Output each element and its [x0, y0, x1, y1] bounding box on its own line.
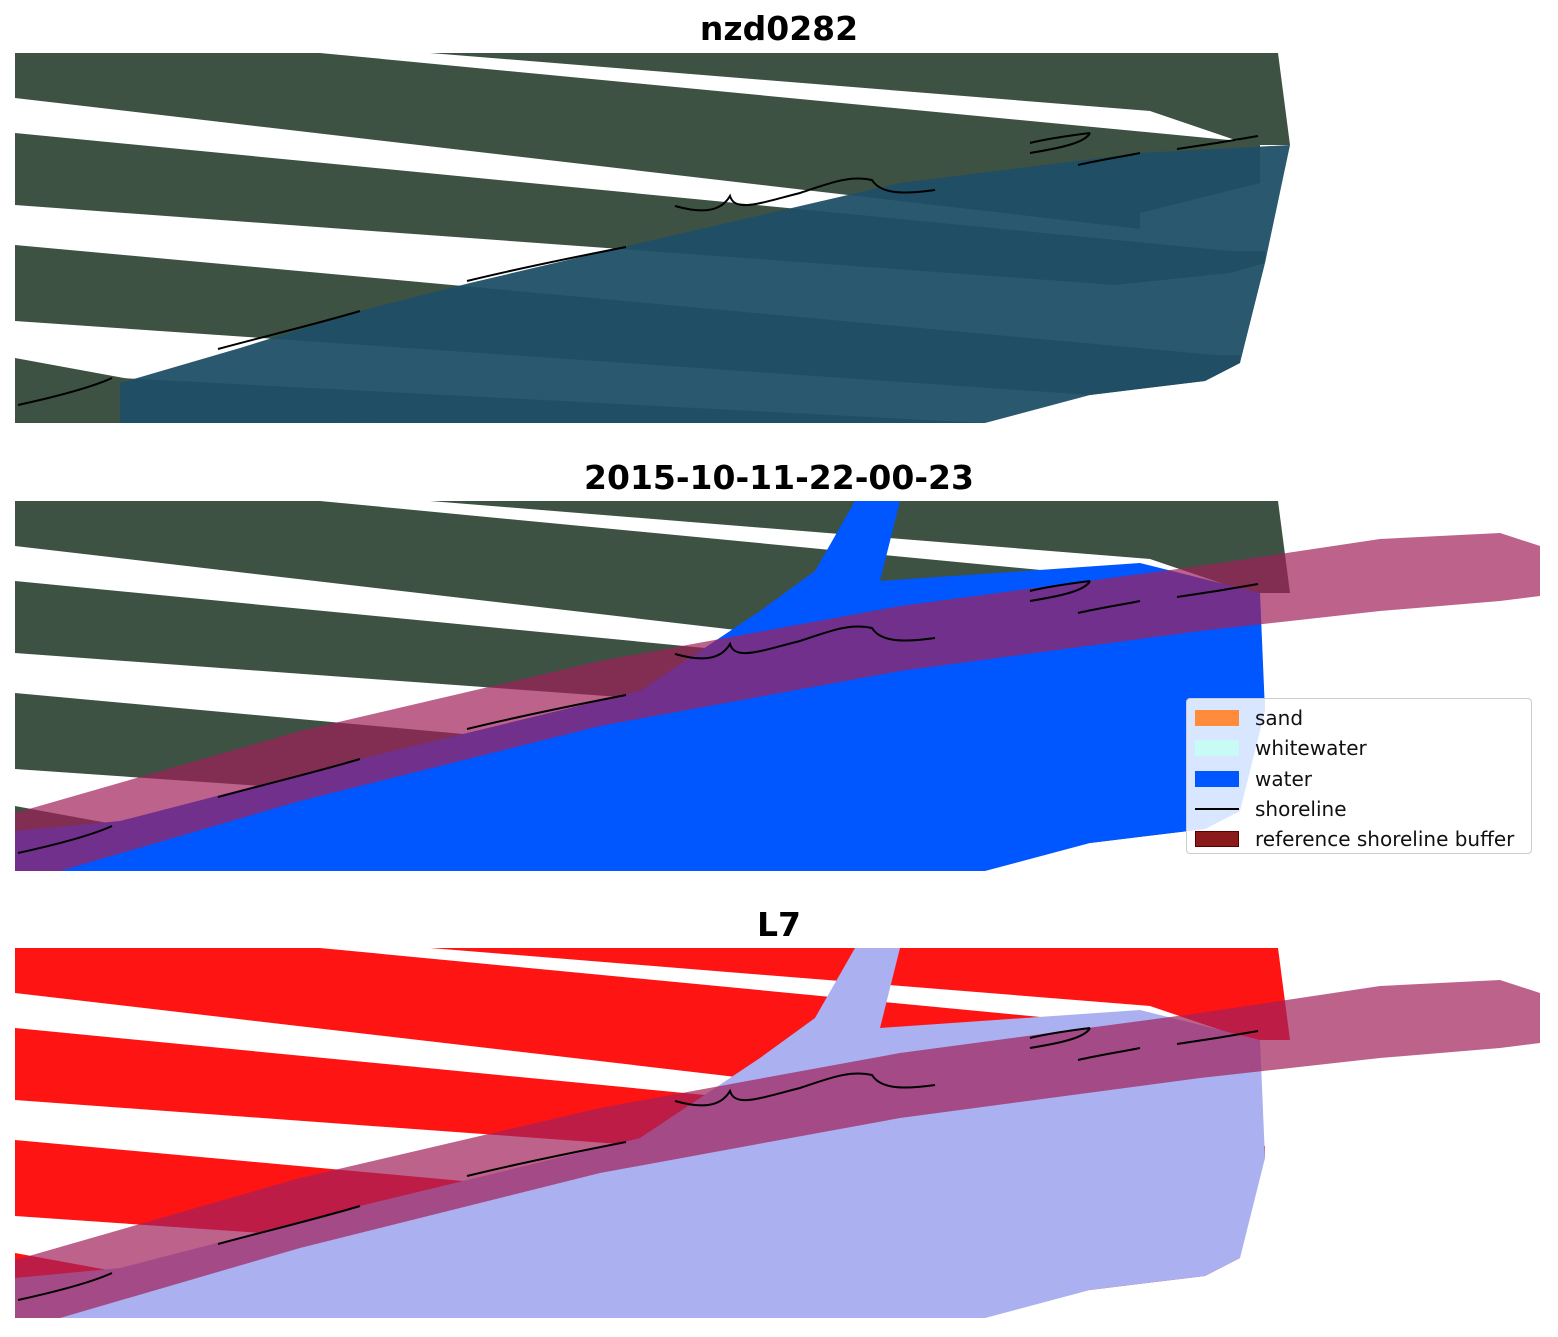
legend-item-water: water	[1195, 764, 1523, 794]
legend: sand whitewater water shoreline referenc…	[1186, 698, 1532, 854]
image-title-satellite: L7	[757, 905, 801, 944]
water-swatch	[1195, 770, 1239, 787]
legend-label: whitewater	[1255, 736, 1367, 761]
legend-item-whitewater: whitewater	[1195, 733, 1523, 763]
legend-label: shoreline	[1255, 797, 1347, 822]
legend-label: water	[1255, 766, 1312, 791]
rgb-sea	[120, 145, 1290, 423]
sand-swatch	[1195, 710, 1239, 727]
image-title-site: nzd0282	[699, 9, 859, 48]
shoreline-swatch	[1195, 808, 1239, 811]
legend-item-shoreline: shoreline	[1195, 794, 1523, 824]
reference-shoreline-buffer	[15, 533, 1540, 871]
legend-label: reference shoreline buffer	[1255, 827, 1515, 852]
panel-water-index	[15, 948, 1540, 1318]
image-title-date: 2015-10-11-22-00-23	[584, 458, 974, 497]
class-shoreline	[17, 580, 1259, 854]
panel-rgb	[15, 53, 1290, 423]
legend-item-reference-buffer: reference shoreline buffer	[1195, 824, 1523, 854]
index-reference-buffer	[15, 980, 1540, 1318]
whitewater-swatch	[1195, 740, 1239, 757]
legend-label: sand	[1255, 706, 1304, 731]
rgb-shoreline	[17, 132, 1259, 406]
legend-item-sand: sand	[1195, 703, 1523, 733]
reference-buffer-swatch	[1195, 831, 1239, 848]
index-shoreline	[17, 1027, 1259, 1301]
panel-classification	[15, 501, 1540, 871]
